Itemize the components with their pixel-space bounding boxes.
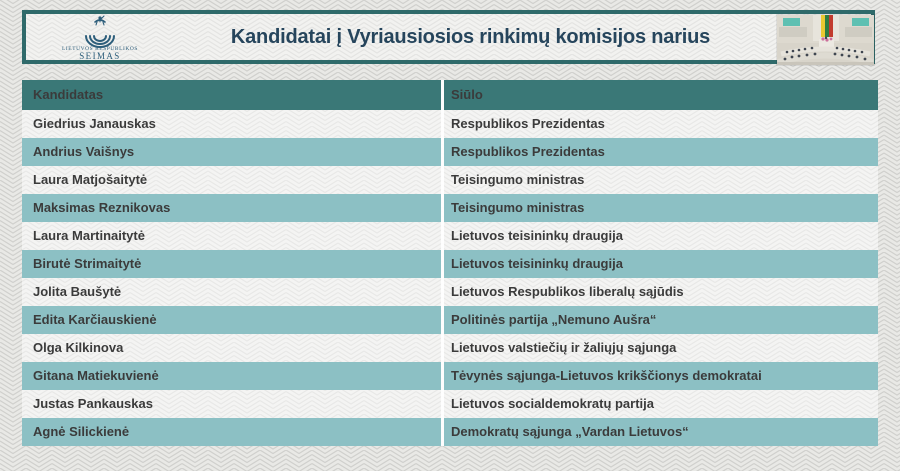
table-row: Justas Pankauskas Lietuvos socialdemokra… [22, 390, 878, 418]
proposer: Respublikos Prezidentas [444, 110, 878, 138]
candidate-name: Laura Matjošaitytė [22, 166, 441, 194]
proposer: Tėvynės sąjunga-Lietuvos krikščionys dem… [444, 362, 878, 390]
table-row: Olga Kilkinova Lietuvos valstiečių ir ža… [22, 334, 878, 362]
candidate-name: Laura Martinaitytė [22, 222, 441, 250]
proposer: Lietuvos socialdemokratų partija [444, 390, 878, 418]
vytis-arcs-icon: LIETUVOS RESPUBLIKOS SEIMAS [62, 15, 138, 60]
seimas-logo: LIETUVOS RESPUBLIKOS SEIMAS [40, 14, 160, 60]
candidate-name: Giedrius Janauskas [22, 110, 441, 138]
column-divider [441, 390, 444, 418]
column-divider [441, 110, 444, 138]
column-divider [441, 362, 444, 390]
logo-line1: LIETUVOS RESPUBLIKOS [62, 46, 138, 52]
candidate-name: Justas Pankauskas [22, 390, 441, 418]
proposer: Respublikos Prezidentas [444, 138, 878, 166]
column-divider [441, 250, 444, 278]
table-row: Birutė Strimaitytė Lietuvos teisininkų d… [22, 250, 878, 278]
column-divider [441, 334, 444, 362]
proposer: Teisingumo ministras [444, 166, 878, 194]
header-banner: LIETUVOS RESPUBLIKOS SEIMAS Kandidatai į… [22, 10, 875, 65]
table-header-row: Kandidatas Siūlo [22, 80, 878, 110]
proposer: Lietuvos Respublikos liberalų sąjūdis [444, 278, 878, 306]
table-row: Jolita Baušytė Lietuvos Respublikos libe… [22, 278, 878, 306]
candidate-name: Agnė Silickienė [22, 418, 441, 446]
page-title: Kandidatai į Vyriausiosios rinkimų komis… [230, 25, 711, 48]
proposer: Lietuvos valstiečių ir žaliųjų sąjunga [444, 334, 878, 362]
candidates-table: Kandidatas Siūlo Giedrius Janauskas Resp… [22, 80, 878, 446]
column-header-siulo: Siūlo [444, 80, 878, 110]
column-divider [441, 138, 444, 166]
column-divider [441, 278, 444, 306]
proposer: Teisingumo ministras [444, 194, 878, 222]
table-row: Edita Karčiauskienė Politinės partija „N… [22, 306, 878, 334]
proposer: Lietuvos teisininkų draugija [444, 250, 878, 278]
candidate-name: Jolita Baušytė [22, 278, 441, 306]
column-divider [441, 194, 444, 222]
table-row: Laura Martinaitytė Lietuvos teisininkų d… [22, 222, 878, 250]
table-row: Agnė Silickienė Demokratų sąjunga „Varda… [22, 418, 878, 446]
column-divider [441, 418, 444, 446]
column-divider [441, 306, 444, 334]
column-divider [441, 80, 444, 110]
column-divider [441, 222, 444, 250]
candidate-name: Maksimas Reznikovas [22, 194, 441, 222]
column-divider [441, 166, 444, 194]
proposer: Lietuvos teisininkų draugija [444, 222, 878, 250]
logo-line2: SEIMAS [79, 51, 120, 60]
table-row: Andrius Vaišnys Respublikos Prezidentas [22, 138, 878, 166]
table-row: Gitana Matiekuvienė Tėvynės sąjunga-Liet… [22, 362, 878, 390]
proposer: Demokratų sąjunga „Vardan Lietuvos“ [444, 418, 878, 446]
parliament-hall-photo [777, 15, 874, 65]
candidate-name: Andrius Vaišnys [22, 138, 441, 166]
table-row: Laura Matjošaitytė Teisingumo ministras [22, 166, 878, 194]
candidate-name: Edita Karčiauskienė [22, 306, 441, 334]
proposer: Politinės partija „Nemuno Aušra“ [444, 306, 878, 334]
candidate-name: Birutė Strimaitytė [22, 250, 441, 278]
candidate-name: Gitana Matiekuvienė [22, 362, 441, 390]
candidate-name: Olga Kilkinova [22, 334, 441, 362]
column-header-kandidatas: Kandidatas [22, 80, 441, 110]
table-row: Giedrius Janauskas Respublikos Prezident… [22, 110, 878, 138]
table-row: Maksimas Reznikovas Teisingumo ministras [22, 194, 878, 222]
